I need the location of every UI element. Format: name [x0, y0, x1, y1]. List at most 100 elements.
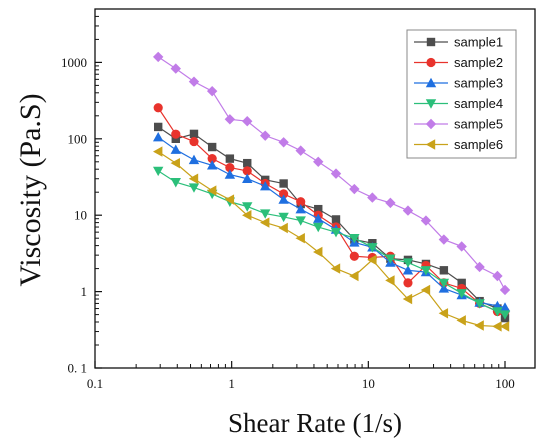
sample6-point — [330, 263, 341, 274]
legend-label: sample3 — [454, 76, 503, 91]
sample2-point — [153, 103, 163, 113]
sample3-point — [206, 160, 218, 170]
series-sample6 — [152, 146, 510, 332]
y-axis-title: Viscosity (Pa.S) — [14, 93, 47, 286]
sample5-point — [367, 192, 378, 203]
sample6-point — [313, 246, 323, 258]
sample4-point — [438, 278, 450, 289]
legend-label: sample4 — [454, 96, 503, 111]
sample5-point — [474, 261, 485, 273]
legend-marker — [425, 77, 437, 88]
legend-box — [406, 29, 517, 159]
sample2-point — [296, 197, 306, 207]
legend-item-sample4: sample4 — [414, 96, 503, 111]
legend-label: sample6 — [454, 137, 503, 152]
legend-item-sample5: sample5 — [414, 117, 503, 132]
sample3-point — [188, 154, 200, 165]
sample2-point — [403, 278, 413, 288]
sample5-point — [206, 85, 218, 97]
sample6-point — [420, 284, 431, 296]
sample1-point — [207, 142, 217, 152]
sample5-point — [152, 51, 164, 63]
sample6-point — [295, 232, 305, 244]
legend-marker — [425, 99, 437, 109]
sample6-point — [349, 270, 359, 282]
y-tick-label: 1 — [81, 284, 88, 299]
sample1-point — [189, 129, 199, 139]
sample1-point — [314, 204, 323, 214]
sample6-line — [157, 151, 505, 328]
sample6-point — [402, 293, 413, 305]
sample6-point — [242, 210, 252, 221]
sample3-point — [499, 302, 511, 312]
sample5-point — [349, 183, 360, 195]
sample6-point — [385, 275, 395, 286]
sample4-point — [402, 258, 414, 268]
sample6-point — [278, 222, 288, 234]
sample4-point — [188, 183, 200, 193]
sample5-point — [242, 115, 253, 127]
sample1-point — [457, 278, 466, 288]
sample1-point — [279, 179, 288, 188]
sample5-point — [456, 241, 467, 252]
sample6-point — [474, 320, 484, 331]
sample3-point — [402, 265, 414, 275]
sample6-point — [456, 315, 466, 326]
sample6-point — [499, 321, 510, 332]
sample6-point — [438, 308, 449, 319]
sample1-point — [331, 215, 341, 224]
plot-frame — [94, 8, 536, 369]
legend-label: sample5 — [454, 117, 503, 132]
sample6-point — [224, 194, 235, 205]
sample3-point — [313, 213, 324, 223]
sample5-point — [170, 63, 181, 74]
sample1-point — [439, 266, 449, 275]
sample2-point — [279, 189, 289, 199]
sample4-point — [474, 299, 485, 309]
sample4-point — [385, 254, 396, 264]
y-tick-label: 1000 — [61, 55, 87, 70]
sample6-point — [188, 173, 199, 184]
y-tick-label: 0. 1 — [68, 361, 88, 376]
series-sample5 — [152, 51, 511, 296]
sample1-point — [225, 154, 235, 163]
sample6-point — [367, 254, 377, 266]
legend-marker — [426, 57, 436, 68]
legend: sample1 sample2 sample3 sample4 sample5 sampl… — [406, 29, 517, 159]
sample4-point — [330, 227, 342, 238]
sample4-point — [420, 266, 432, 276]
x-tick-label: 10 — [362, 376, 375, 391]
legend-marker — [425, 139, 436, 150]
legend-item-sample2: sample2 — [414, 55, 503, 70]
legend-marker — [426, 37, 436, 47]
sample5-point — [499, 284, 511, 296]
sample3-point — [170, 144, 181, 154]
sample3-point — [152, 131, 164, 142]
sample2-point — [189, 136, 199, 147]
series-layer — [152, 51, 511, 332]
x-tick-label: 100 — [495, 376, 515, 391]
sample5-point — [313, 156, 324, 167]
sample6-point — [206, 185, 217, 196]
sample2-point — [225, 162, 235, 173]
sample2-point — [349, 251, 359, 261]
sample3-point — [224, 169, 236, 179]
x-tick-label: 0.1 — [87, 376, 103, 391]
legend-item-sample6: sample6 — [414, 137, 503, 152]
sample5-point — [224, 114, 236, 125]
sample6-point — [260, 217, 270, 228]
y-tick-label: 10 — [74, 208, 87, 223]
sample4-point — [295, 216, 306, 226]
sample2-point — [207, 154, 217, 164]
x-axis-title: Shear Rate (1/s) — [228, 408, 402, 438]
sample6-point — [170, 157, 180, 169]
x-tick-label: 1 — [228, 376, 235, 391]
sample5-point — [295, 145, 306, 156]
sample4-point — [242, 202, 253, 212]
series-sample4 — [152, 166, 511, 320]
sample1-point — [243, 158, 252, 168]
sample3-point — [278, 194, 289, 204]
sample5-point — [492, 270, 503, 282]
sample5-point — [260, 130, 271, 141]
